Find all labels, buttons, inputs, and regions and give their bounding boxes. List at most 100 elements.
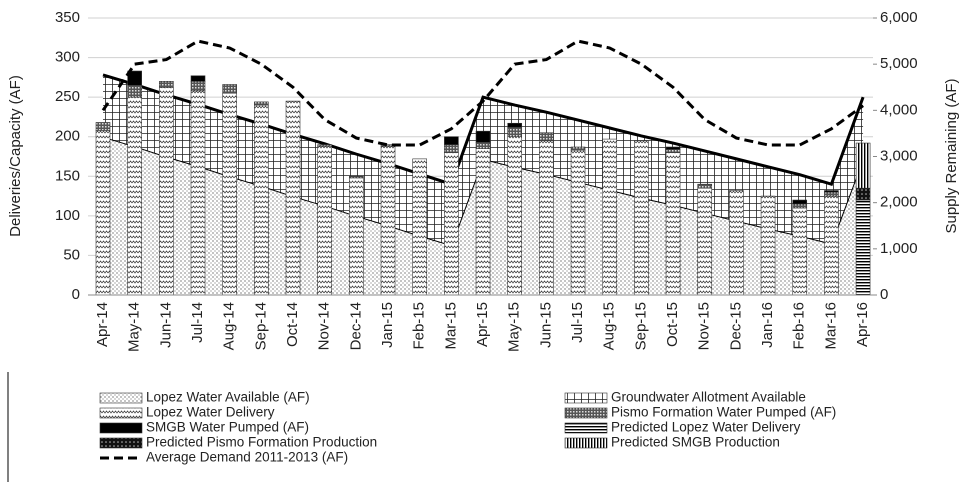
- legend-swatch: [564, 437, 608, 449]
- x-tick-label: Nov-15: [696, 302, 713, 350]
- bar-segment: [475, 141, 491, 149]
- y-axis-title: Deliveries/Capacity (AF): [7, 75, 24, 237]
- bar-segment: [507, 122, 523, 128]
- bar-segment: [824, 191, 839, 197]
- bar-segment: [665, 152, 681, 296]
- demand-line: [101, 39, 864, 147]
- bar-segment: [570, 146, 586, 151]
- bar-segment: [95, 130, 111, 296]
- y-tick-label: 350: [55, 9, 80, 26]
- x-tick-label: Jun-14: [157, 302, 174, 348]
- bar-segment: [507, 136, 523, 296]
- y-tick-label: 50: [63, 246, 80, 263]
- bar-segment: [792, 199, 808, 205]
- bar-segment: [602, 138, 618, 296]
- y-tick-label: 150: [55, 167, 80, 184]
- bar-segment: [159, 81, 174, 88]
- bar-segment: [190, 75, 206, 82]
- bar-segment: [539, 132, 554, 141]
- y2-tick-label: 4,000: [880, 101, 918, 118]
- x-tick-label: Jul-14: [189, 302, 206, 343]
- bar-segment: [697, 183, 713, 189]
- bar-segment: [634, 140, 649, 296]
- bar-segment: [729, 190, 744, 296]
- x-tick-label: Mar-16: [822, 302, 839, 350]
- y-tick-label: 0: [72, 286, 80, 303]
- bar-segment: [792, 207, 808, 296]
- bar-segment: [190, 81, 206, 92]
- bar-segment: [285, 100, 301, 296]
- legend-label: Lopez Water Available (AF): [146, 390, 310, 405]
- legend-label: Average Demand 2011-2013 (AF): [146, 450, 348, 465]
- x-tick-label: Apr-15: [474, 302, 491, 347]
- y2-tick-label: 1,000: [880, 240, 918, 257]
- bar-segment: [824, 190, 839, 193]
- bar-segment: [222, 92, 237, 296]
- legend-swatch: [564, 407, 608, 419]
- bar-segment: [127, 84, 142, 98]
- x-tick-label: Aug-14: [221, 302, 238, 350]
- legend-label: Predicted Lopez Water Delivery: [611, 420, 801, 435]
- x-tick-label: Oct-14: [284, 302, 301, 347]
- x-tick-label: May-15: [506, 302, 523, 352]
- bar-segment: [444, 144, 459, 153]
- bar-segment: [475, 130, 491, 143]
- x-tick-label: Apr-14: [94, 302, 111, 347]
- bar-segment: [665, 149, 681, 153]
- bar-segment: [317, 144, 332, 147]
- x-tick-label: Sep-15: [632, 302, 649, 350]
- y-tick-label: 200: [55, 128, 80, 145]
- y-tick-label: 100: [55, 207, 80, 224]
- bar-segment: [127, 70, 142, 86]
- bar-segment: [665, 146, 681, 150]
- bar-segment: [824, 195, 839, 296]
- y2-tick-label: 5,000: [880, 55, 918, 72]
- x-tick-label: Jun-15: [537, 302, 554, 348]
- bar-segment: [507, 126, 523, 138]
- bar-segment: [159, 87, 174, 296]
- bar-segment: [95, 122, 111, 131]
- legend-swatch: [99, 407, 143, 419]
- legend-swatch: [564, 422, 608, 434]
- legend-swatch: [564, 392, 608, 404]
- y2-axis-title: Supply Remaining (AF): [943, 78, 960, 233]
- x-tick-label: May-14: [126, 302, 143, 352]
- bar-segment: [254, 101, 269, 106]
- x-tick-label: Apr-16: [854, 302, 871, 347]
- bar-segment: [412, 158, 428, 296]
- x-tick-label: Dec-14: [347, 302, 364, 350]
- x-tick-label: Jan-15: [379, 302, 396, 348]
- legend-label: Lopez Water Delivery: [146, 405, 275, 420]
- x-tick-label: Nov-14: [316, 302, 333, 350]
- legend-swatch: [99, 437, 143, 449]
- bar-segment: [190, 90, 206, 296]
- y-tick-label: 250: [55, 88, 80, 105]
- y2-tick-label: 0: [880, 286, 888, 303]
- x-tick-label: Feb-16: [791, 302, 808, 350]
- legend-label: Predicted Pismo Formation Production: [146, 435, 377, 450]
- bar-segment: [792, 203, 808, 209]
- bar-segment: [222, 84, 237, 94]
- x-tick-label: Aug-15: [601, 302, 618, 350]
- bar-segment: [254, 104, 269, 296]
- legend-label: Groundwater Allotment Available: [611, 390, 806, 405]
- bar-segment: [349, 175, 364, 179]
- x-tick-label: Jul-15: [569, 302, 586, 343]
- bar-segment: [317, 145, 332, 296]
- legend-label: SMGB Water Pumped (AF): [146, 420, 309, 435]
- bar-segment: [855, 142, 871, 189]
- bar-segment: [444, 152, 459, 296]
- y2-tick-label: 3,000: [880, 147, 918, 164]
- bar-segment: [697, 187, 713, 296]
- y2-tick-label: 6,000: [880, 9, 918, 26]
- x-tick-label: Dec-15: [727, 302, 744, 350]
- bar-segment: [475, 148, 491, 296]
- legend-label: Predicted SMGB Production: [611, 435, 780, 450]
- x-tick-label: Jan-16: [759, 302, 776, 348]
- legend-label: Pismo Formation Water Pumped (AF): [611, 405, 836, 420]
- bar-segment: [349, 177, 364, 296]
- bar-segment: [570, 149, 586, 296]
- bar-segment: [539, 140, 554, 296]
- bar-segment: [760, 195, 776, 296]
